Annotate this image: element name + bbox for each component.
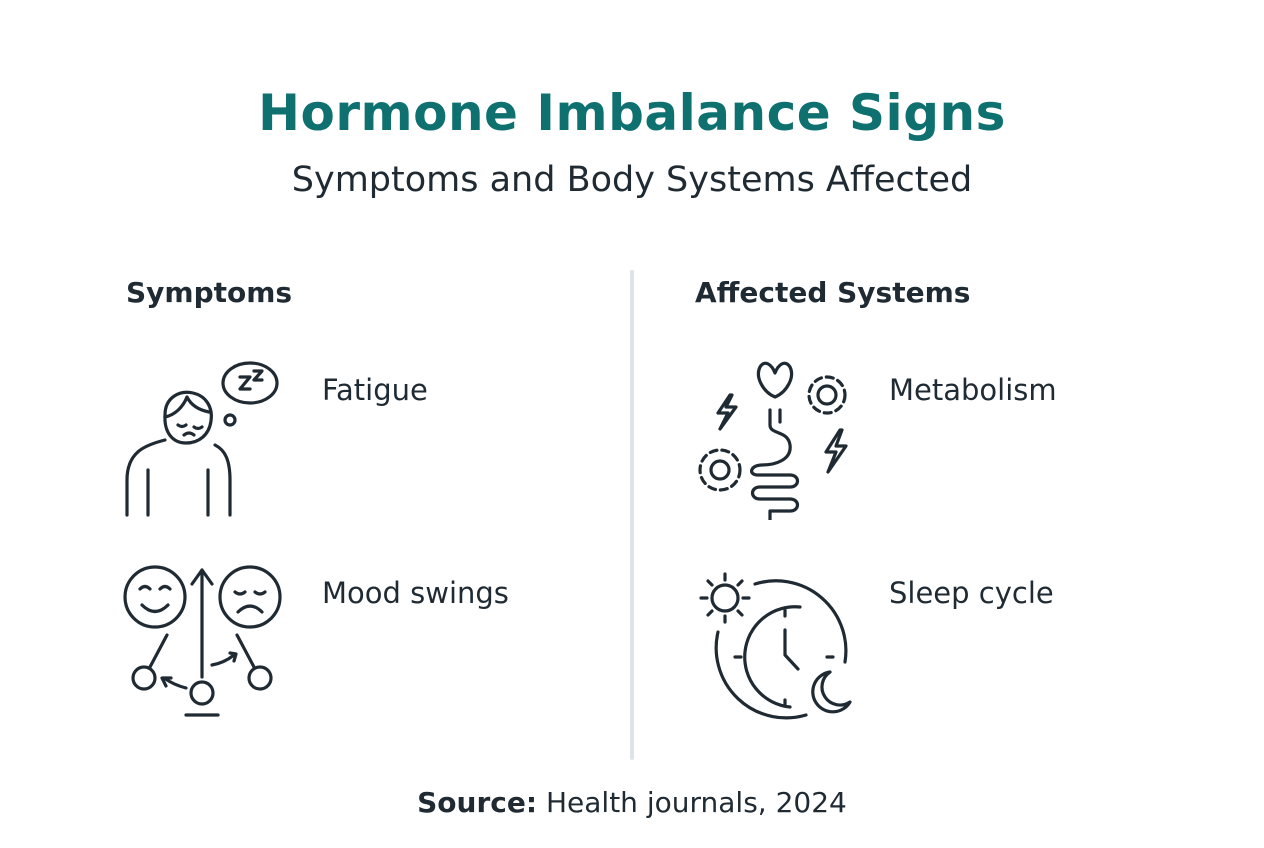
- systems-heading: Affected Systems: [695, 276, 971, 309]
- mood-pendulum-icon: [123, 565, 282, 717]
- symptom-label: Fatigue: [322, 373, 428, 407]
- sleepy-person-icon: [125, 361, 279, 517]
- symptoms-heading: Symptoms: [126, 276, 293, 309]
- page-subtitle: Symptoms and Body Systems Affected: [291, 160, 973, 200]
- source-label: Source:: [417, 786, 538, 819]
- page-title: Hormone Imbalance Signs: [258, 84, 1006, 142]
- system-label: Metabolism: [889, 373, 1057, 407]
- column-divider: [630, 270, 634, 760]
- digestive-gears-icon: [698, 361, 848, 520]
- symptom-label: Mood swings: [322, 576, 509, 610]
- day-night-clock-icon: [699, 572, 852, 720]
- system-label: Sleep cycle: [889, 576, 1054, 610]
- source-text: Health journals, 2024: [545, 786, 847, 819]
- source-note: Source: Health journals, 2024: [0, 786, 1264, 819]
